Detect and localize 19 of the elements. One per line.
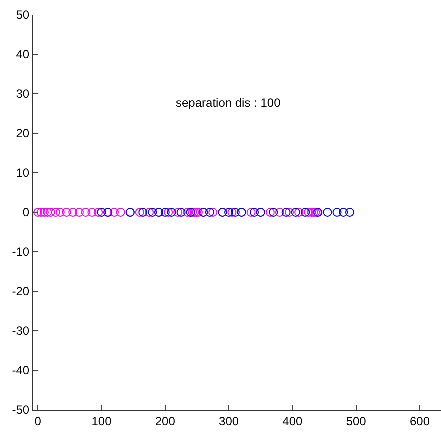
y-tick-label: 20 bbox=[16, 126, 30, 141]
x-tick-label: 100 bbox=[92, 414, 112, 428]
y-tick-label: 10 bbox=[16, 166, 30, 180]
y-tick-label: 0 bbox=[22, 206, 30, 220]
y-tick-label: -50 bbox=[12, 403, 30, 418]
y-tick-label: 40 bbox=[16, 48, 30, 62]
x-tick-label: 500 bbox=[346, 414, 367, 428]
y-tick-label: -40 bbox=[12, 364, 30, 378]
y-tick-label: -20 bbox=[12, 284, 30, 299]
y-tick-label: 50 bbox=[16, 8, 30, 22]
y-tick-label: -30 bbox=[12, 324, 30, 338]
y-tick-label: 30 bbox=[16, 87, 30, 102]
x-tick-label: 400 bbox=[282, 414, 304, 428]
annotation: separation dis : 100 bbox=[176, 96, 282, 110]
y-tick-label: -10 bbox=[12, 245, 30, 260]
x-tick-label: 300 bbox=[219, 414, 240, 428]
x-tick-label: 200 bbox=[155, 414, 176, 428]
x-tick-label: 600 bbox=[410, 414, 430, 428]
x-tick-label: 0 bbox=[34, 414, 42, 428]
